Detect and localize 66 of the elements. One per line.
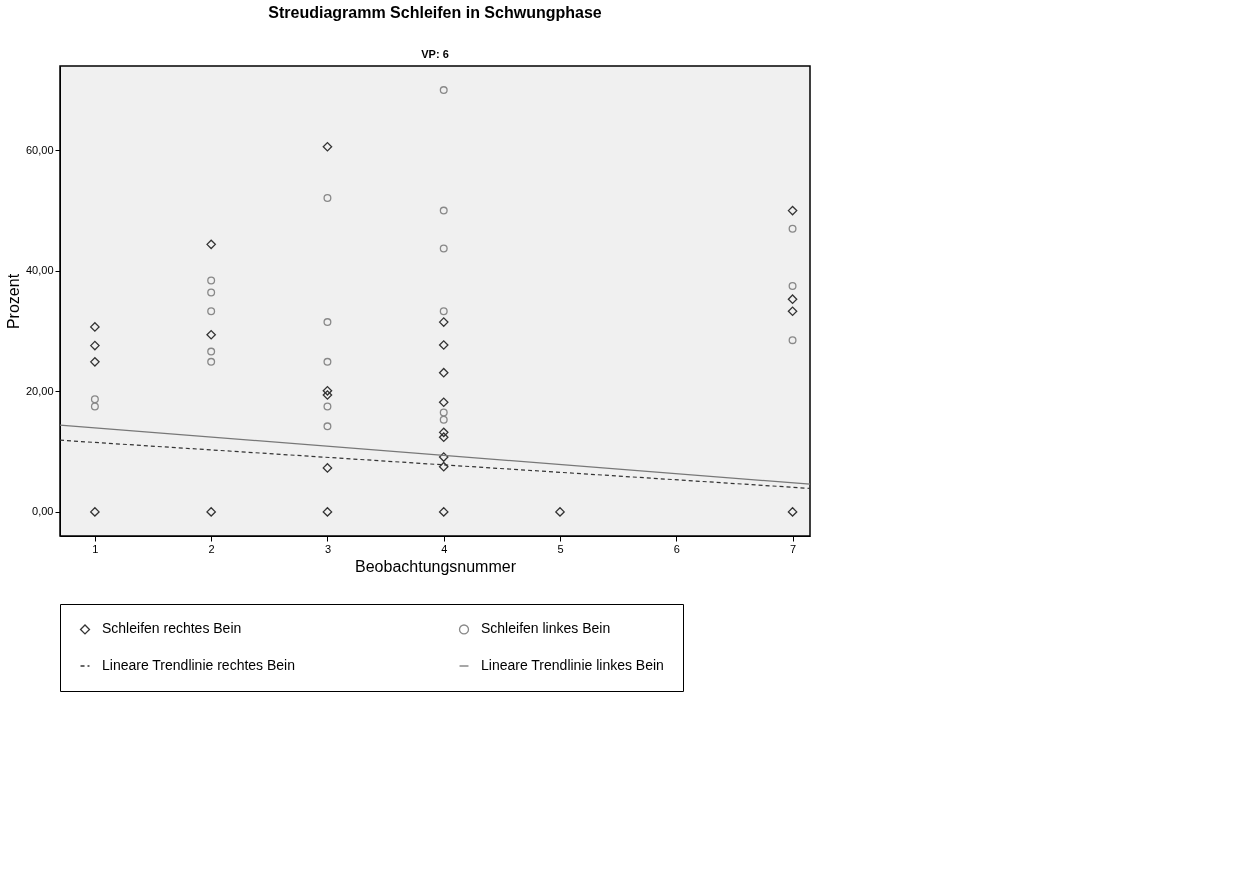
x-tick-label: 5 [557,542,564,555]
y-tick-label: 20,00 [25,384,54,397]
point [438,367,449,378]
point [322,141,333,152]
point [439,206,448,215]
point [787,507,798,517]
point [438,427,449,438]
point [207,357,216,366]
point [207,347,216,356]
point [787,306,798,317]
legend-label: Schleifen rechtes Bein [102,620,242,637]
point [787,294,798,305]
point [206,329,216,340]
x-tick-label: 7 [790,542,797,555]
y-axis-title: Prozent [4,273,22,330]
point [438,461,449,472]
point [439,415,448,424]
point [787,205,798,216]
point [439,307,448,316]
point [555,507,565,517]
point [788,281,797,290]
x-tick-label: 2 [208,542,215,555]
y-tick-label: 0,00 [32,505,54,518]
legend-label: Lineare Trendlinie linkes Bein [481,657,664,673]
point [438,317,449,327]
chart-title: Streudiagramm Schleifen in Schwungphase [268,4,602,21]
point [90,357,100,367]
point [90,507,100,517]
legend-label: Lineare Trendlinie rechtes Bein [102,657,296,673]
point [788,224,797,233]
point [323,422,332,431]
y-tick-label: 40,00 [25,264,54,277]
point [207,288,216,297]
x-tick-label: 6 [673,542,680,555]
legend-label: Schleifen linkes Bein [481,620,611,637]
point [207,307,216,316]
x-axis-title: Beobachtungsnummer [355,557,517,575]
point [90,340,100,351]
point [322,463,333,473]
point [206,239,216,250]
point [322,385,333,396]
point [323,357,332,366]
point [438,507,449,517]
x-tick-label: 1 [92,542,99,555]
point [323,318,332,327]
point [438,340,449,350]
point [439,244,448,253]
point [322,507,333,517]
point [323,193,332,202]
point [90,402,99,411]
x-tick-label: 3 [324,542,331,555]
chart-subtitle: VP: 6 [421,48,449,60]
point [439,408,448,417]
x-tick-label: 4 [441,542,448,555]
point [323,402,332,411]
point [207,276,216,285]
point [439,86,448,95]
point [788,336,797,345]
point [438,432,449,443]
point [90,395,99,404]
point [438,452,449,462]
y-tick-label: 60,00 [25,143,54,156]
point [90,322,100,332]
point [322,390,333,400]
point [206,507,216,517]
point [438,397,449,408]
